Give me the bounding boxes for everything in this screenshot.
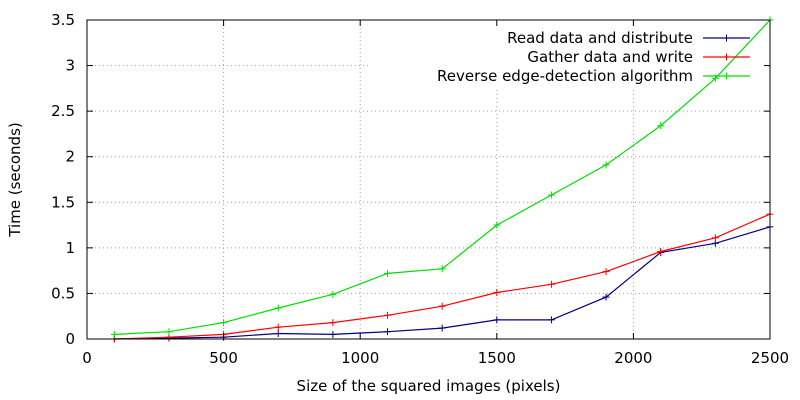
legend-marker — [723, 72, 730, 80]
data-point — [547, 316, 555, 324]
data-point — [438, 324, 446, 332]
data-point — [220, 319, 228, 327]
legend-item: Read data and distribute — [507, 29, 750, 47]
y-tick-label: 3 — [65, 57, 75, 75]
x-tick-label: 2500 — [751, 349, 789, 367]
series-line — [114, 226, 771, 340]
y-axis-title: Time (seconds) — [6, 122, 24, 238]
data-point — [329, 319, 337, 327]
data-point — [384, 269, 392, 277]
data-point — [329, 290, 337, 298]
y-tick-label: 1.5 — [51, 193, 75, 211]
data-point — [493, 289, 501, 297]
data-point — [165, 328, 173, 336]
y-tick-label: 0 — [65, 330, 75, 348]
data-point — [274, 330, 282, 338]
legend-marker — [723, 53, 730, 61]
series-line — [114, 213, 771, 340]
series-3 — [110, 16, 774, 338]
data-point — [438, 265, 446, 273]
data-point — [493, 316, 501, 324]
x-tick-label: 2000 — [614, 349, 652, 367]
axis-ticks: 0 0.5 1 1.5 2 2.5 3 3.5 0 500 1000 1500 2000 2500 — [51, 11, 789, 367]
data-point — [602, 268, 610, 276]
plot-frame — [86, 19, 771, 340]
x-tick-label: 1500 — [478, 349, 516, 367]
data-point — [657, 122, 665, 130]
y-tick-label: 3.5 — [51, 11, 75, 29]
x-tick-label: 1000 — [341, 349, 379, 367]
data-point — [602, 161, 610, 169]
legend-label: Read data and distribute — [507, 29, 693, 47]
data-point — [274, 304, 282, 312]
y-tick-label: 0.5 — [51, 284, 75, 302]
y-tick-label: 2 — [65, 148, 75, 166]
x-axis-title: Size of the squared images (pixels) — [297, 377, 561, 395]
data-point — [602, 293, 610, 301]
data-point — [657, 248, 665, 256]
legend-item: Reverse edge-detection algorithm — [437, 67, 750, 85]
grid — [87, 20, 770, 339]
y-tick-label: 1 — [65, 239, 75, 257]
data-point — [329, 330, 337, 338]
data-point — [384, 328, 392, 336]
data-point — [711, 234, 719, 242]
data-point — [110, 330, 118, 338]
data-point — [384, 311, 392, 319]
legend-marker — [723, 34, 730, 42]
legend-label: Reverse edge-detection algorithm — [437, 67, 693, 85]
data-point — [547, 280, 555, 288]
legend-item: Gather data and write — [527, 48, 750, 66]
y-tick-label: 2.5 — [51, 102, 75, 120]
series-2 — [110, 210, 774, 343]
data-point — [547, 191, 555, 199]
data-point — [493, 221, 501, 229]
legend-label: Gather data and write — [527, 48, 693, 66]
x-tick-label: 0 — [82, 349, 92, 367]
data-point — [438, 302, 446, 310]
data-point — [274, 323, 282, 331]
x-tick-label: 500 — [209, 349, 238, 367]
